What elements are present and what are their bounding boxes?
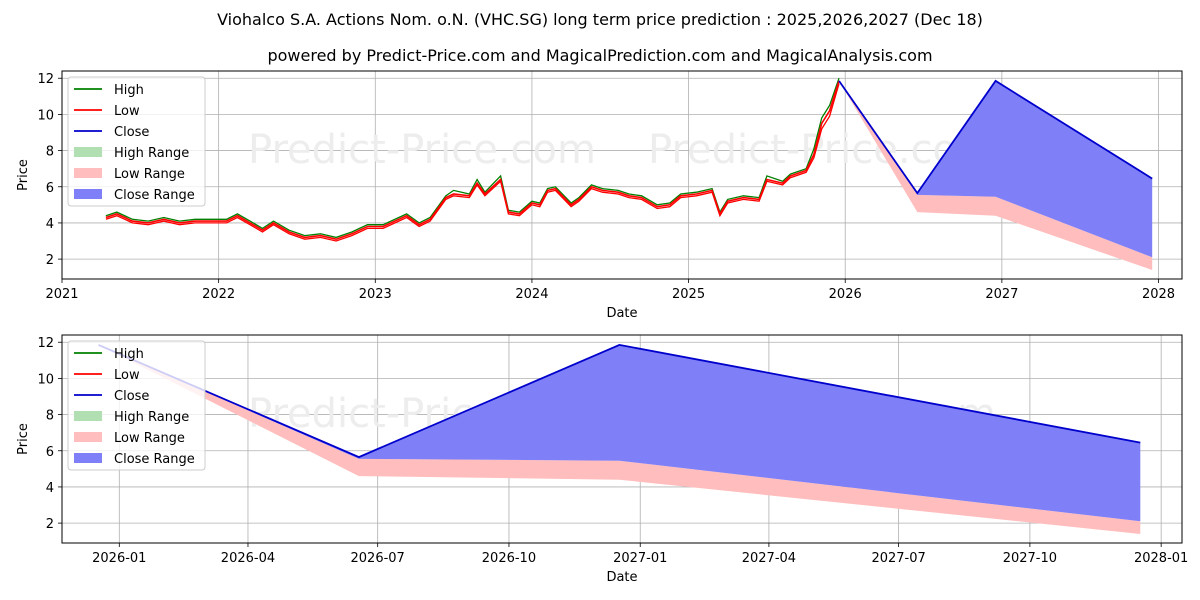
y-tick-label: 4 [46, 481, 54, 496]
history-series-line [105, 80, 840, 241]
x-tick-label: 2025 [672, 287, 705, 302]
y-tick-label: 4 [46, 217, 54, 232]
close-series-line [838, 79, 1153, 195]
y-axis-label: Price [16, 423, 31, 455]
x-tick-label: 2026-01 [92, 551, 146, 566]
x-tick-label: 2027-04 [742, 551, 796, 566]
y-axis-label: Price [16, 159, 31, 191]
legend-label: Low Range [114, 167, 185, 182]
legend-label: High [114, 83, 144, 98]
low-range-band [839, 80, 1153, 271]
x-tick-label: 2027-07 [871, 551, 925, 566]
x-tick-label: 2023 [359, 287, 392, 302]
y-tick-label: 6 [46, 445, 54, 460]
legend-label: Low Range [114, 431, 185, 446]
legend-swatch [74, 411, 102, 421]
close-series-line [98, 343, 1141, 459]
legend-label: Close [114, 389, 149, 404]
legend-label: Close [114, 125, 149, 140]
x-tick-label: 2027 [985, 287, 1018, 302]
close-range-band [839, 80, 1153, 258]
y-tick-label: 2 [46, 253, 54, 268]
chart-panel-2: 2026-01 2026-04 2026-07 2026-10 2027-01 2027-… [16, 334, 1188, 585]
legend-swatch [74, 453, 102, 463]
y-tick-label: 2 [46, 517, 54, 532]
x-tick-label: 2026-04 [221, 551, 275, 566]
legend-box [67, 76, 206, 207]
x-tick-label: 2026-10 [482, 551, 536, 566]
y-tick-label: 6 [46, 181, 54, 196]
legend-swatch [74, 189, 102, 199]
legend: High Low Close High Range Low Range Close Ran… [67, 76, 206, 207]
chart-subtitle: powered by Predict-Price.com and Magical… [267, 46, 933, 65]
legend-label: High [114, 347, 144, 362]
chart-title: Viohalco S.A. Actions Nom. o.N. (VHC.SG)… [217, 10, 983, 29]
axes-frame [61, 70, 1183, 280]
x-tick-label: 2027-10 [1003, 551, 1057, 566]
legend-swatch [74, 147, 102, 157]
y-tick-label: 12 [37, 72, 54, 87]
x-tick-label: 2021 [45, 287, 78, 302]
x-tick-label: 2024 [515, 287, 548, 302]
x-tick-label: 2027-01 [613, 551, 667, 566]
legend-swatch [74, 168, 102, 178]
close-range-band [98, 344, 1141, 522]
x-tick-label: 2028 [1142, 287, 1175, 302]
x-tick-label: 2022 [202, 287, 235, 302]
x-tick-label: 2026-07 [351, 551, 405, 566]
legend-label: High Range [114, 146, 189, 161]
legend-label: Low [114, 104, 140, 119]
x-axis-label: Date [606, 570, 637, 585]
legend: High Low Close High Range Low Range Close Ran… [67, 340, 206, 471]
low-range-band [98, 344, 1141, 534]
legend-label: High Range [114, 410, 189, 425]
axes-frame [61, 334, 1183, 544]
y-tick-label: 8 [46, 145, 54, 160]
legend-label: Close Range [114, 452, 195, 467]
y-tick-label: 8 [46, 409, 54, 424]
x-tick-label: 2028-01 [1134, 551, 1188, 566]
y-tick-label: 12 [37, 336, 54, 351]
legend-swatch [74, 432, 102, 442]
x-axis-label: Date [606, 306, 637, 321]
chart-panel-1: 2021 2022 2023 2024 2025 2026 2027 2028 2 4 6 8 10 12… [16, 70, 1183, 321]
legend-label: Low [114, 368, 140, 383]
y-tick-label: 10 [37, 372, 54, 387]
legend-label: Close Range [114, 188, 195, 203]
y-tick-label: 10 [37, 108, 54, 123]
legend-box [67, 340, 206, 471]
watermark: Predict-Price.com [248, 127, 596, 173]
x-tick-label: 2026 [829, 287, 862, 302]
